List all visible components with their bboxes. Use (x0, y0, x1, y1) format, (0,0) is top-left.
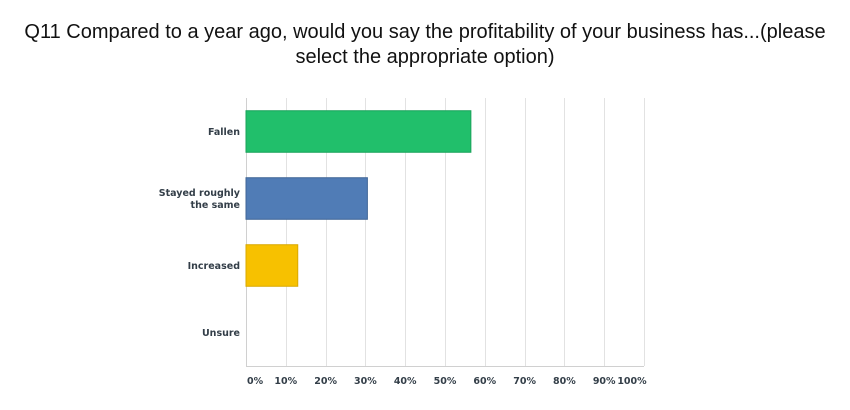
x-tick-label: 30% (354, 376, 377, 387)
x-tick-label: 50% (434, 376, 457, 387)
bars (245, 110, 472, 287)
x-tick-label: 10% (274, 376, 297, 387)
category-label: Increased (188, 261, 240, 272)
x-tick-label: 40% (394, 376, 417, 387)
chart-title-line-2: select the appropriate option) (295, 46, 555, 68)
category-label: Stayed roughly the same (159, 188, 241, 211)
x-tick-label: 90% (593, 376, 616, 387)
chart-title-line-1: Q11 Compared to a year ago, would you sa… (24, 21, 826, 43)
x-tick-label: 100% (617, 376, 647, 387)
chart-title: Q11 Compared to a year ago, would you sa… (0, 20, 850, 70)
bar-stayed-roughly-the-same (245, 177, 368, 220)
bar-fallen (245, 110, 472, 153)
x-tick-label: 60% (473, 376, 496, 387)
x-tick-label: 20% (314, 376, 337, 387)
category-label: Fallen (208, 127, 240, 138)
category-labels: Fallen Stayed roughly the same Increased Uns… (159, 127, 241, 339)
x-tick-label: 80% (553, 376, 576, 387)
x-tick-label: 70% (513, 376, 536, 387)
category-label: Unsure (202, 328, 240, 339)
bar-increased (245, 244, 299, 287)
x-tick-labels: 0% 10% 20% 30% 40% 50% 60% 70% 80% 90% 100% (247, 376, 647, 387)
x-tick-label: 0% (247, 376, 264, 387)
